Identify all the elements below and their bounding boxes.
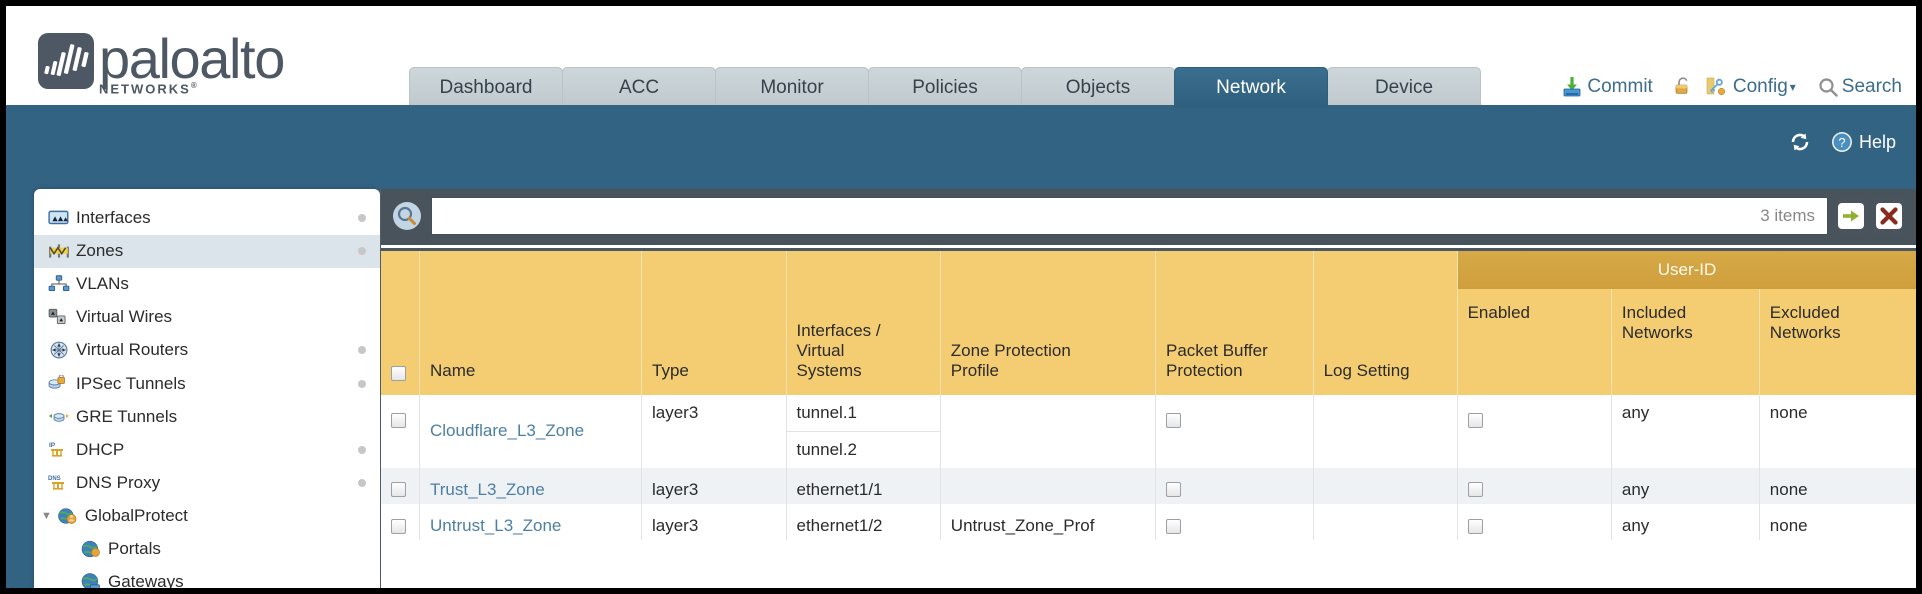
- svg-text:?: ?: [1838, 135, 1845, 150]
- svg-text:IP: IP: [49, 442, 56, 449]
- svg-text:DNS: DNS: [48, 476, 61, 482]
